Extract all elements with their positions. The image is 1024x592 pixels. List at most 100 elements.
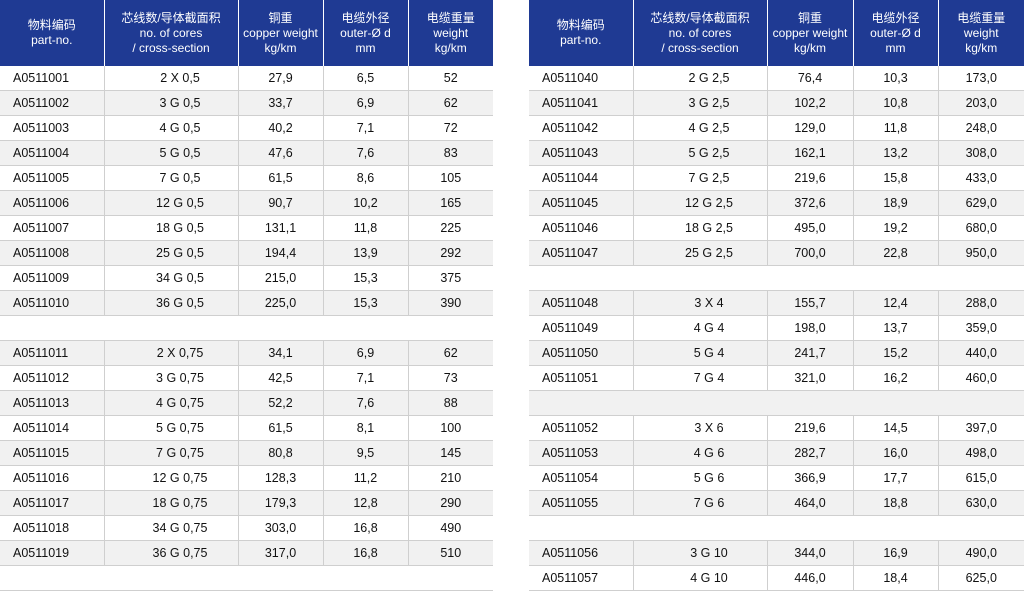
copper-weight-cell: 282,7	[767, 440, 854, 466]
copper-weight-cell: 76,4	[767, 66, 854, 91]
left-table: 物料编码 part-no. 芯线数/导体截面积 no. of cores / cross…	[0, 0, 493, 591]
right-table: 物料编码 part-no. 芯线数/导体截面积 no. of cores / cross…	[529, 0, 1024, 591]
header-label-zh: 铜重	[268, 10, 293, 25]
copper-weight-cell: 194,4	[238, 240, 324, 266]
spacer-row	[0, 315, 493, 341]
copper-weight-cell: 131,1	[238, 215, 324, 241]
cable-weight-cell: 460,0	[938, 365, 1024, 391]
cores-cross-section-cell: 4 G 0,75	[104, 390, 239, 416]
outer-diameter-cell: 11,8	[853, 115, 939, 141]
cores-cross-section-cell: 18 G 2,5	[633, 215, 768, 241]
copper-weight-cell: 241,7	[767, 340, 854, 366]
outer-diameter-cell: 14,5	[853, 415, 939, 441]
outer-diameter-cell: 15,3	[323, 265, 409, 291]
copper-weight-cell: 162,1	[767, 140, 854, 166]
cores-cross-section-header: 芯线数/导体截面积 no. of cores / cross-section	[633, 0, 768, 66]
cable-weight-cell: 83	[408, 140, 493, 166]
table-row: A0511056 3 G 10 344,0 16,9 490,0	[529, 540, 1024, 566]
spacer-cell	[529, 265, 1024, 291]
part-no-cell: A0511013	[0, 390, 105, 416]
cores-cross-section-cell: 3 G 2,5	[633, 90, 768, 116]
table-row: A0511047 25 G 2,5 700,0 22,8 950,0	[529, 240, 1024, 266]
outer-diameter-cell: 10,2	[323, 190, 409, 216]
cores-cross-section-cell: 3 G 0,75	[104, 365, 239, 391]
copper-weight-cell: 27,9	[238, 66, 324, 91]
header-label-en: / cross-section	[132, 40, 210, 55]
outer-diameter-cell: 18,4	[853, 565, 939, 591]
part-no-cell: A0511004	[0, 140, 105, 166]
copper-weight-cell: 128,3	[238, 465, 324, 491]
cores-cross-section-cell: 3 X 6	[633, 415, 768, 441]
cores-cross-section-cell: 7 G 6	[633, 490, 768, 516]
copper-weight-header: 铜重 copper weight kg/km	[767, 0, 854, 66]
outer-diameter-cell: 16,2	[853, 365, 939, 391]
part-no-cell: A0511048	[529, 290, 634, 316]
outer-diameter-cell: 16,0	[853, 440, 939, 466]
copper-weight-cell: 321,0	[767, 365, 854, 391]
table-row: A0511057 4 G 10 446,0 18,4 625,0	[529, 565, 1024, 591]
copper-weight-cell: 317,0	[238, 540, 324, 566]
copper-weight-cell: 102,2	[767, 90, 854, 116]
copper-weight-cell: 372,6	[767, 190, 854, 216]
header-label-zh: 电缆重量	[426, 10, 475, 25]
header-label-en: kg/km	[793, 40, 826, 55]
table-row: A0511011 2 X 0,75 34,1 6,9 62	[0, 340, 493, 366]
table-row: A0511008 25 G 0,5 194,4 13,9 292	[0, 240, 493, 266]
cores-cross-section-cell: 12 G 0,75	[104, 465, 239, 491]
header-label-zh: 电缆重量	[957, 10, 1006, 25]
part-no-cell: A0511054	[529, 465, 634, 491]
cores-cross-section-cell: 5 G 2,5	[633, 140, 768, 166]
table-row: A0511041 3 G 2,5 102,2 10,8 203,0	[529, 90, 1024, 116]
cable-weight-cell: 210	[408, 465, 493, 491]
cable-weight-cell: 105	[408, 165, 493, 191]
cable-weight-cell: 490	[408, 515, 493, 541]
outer-diameter-cell: 16,8	[323, 515, 409, 541]
part-no-cell: A0511055	[529, 490, 634, 516]
part-no-cell: A0511045	[529, 190, 634, 216]
table-row: A0511016 12 G 0,75 128,3 11,2 210	[0, 465, 493, 491]
outer-diameter-cell: 6,9	[323, 90, 409, 116]
cores-cross-section-cell: 36 G 0,75	[104, 540, 239, 566]
outer-diameter-cell: 15,3	[323, 290, 409, 316]
part-no-cell: A0511017	[0, 490, 105, 516]
copper-weight-cell: 219,6	[767, 165, 854, 191]
cable-weight-cell: 100	[408, 415, 493, 441]
header-label-en: part-no.	[560, 33, 602, 47]
table-row: A0511049 4 G 4 198,0 13,7 359,0	[529, 315, 1024, 341]
table-row: A0511043 5 G 2,5 162,1 13,2 308,0	[529, 140, 1024, 166]
part-no-cell: A0511046	[529, 215, 634, 241]
cores-cross-section-cell: 5 G 6	[633, 465, 768, 491]
part-no-cell: A0511005	[0, 165, 105, 191]
cores-cross-section-cell: 3 G 10	[633, 540, 768, 566]
part-no-cell: A0511015	[0, 440, 105, 466]
outer-diameter-header: 电缆外径 outer-Ø d mm	[853, 0, 939, 66]
outer-diameter-cell: 18,9	[853, 190, 939, 216]
table-row: A0511015 7 G 0,75 80,8 9,5 145	[0, 440, 493, 466]
outer-diameter-cell: 7,6	[323, 390, 409, 416]
part-no-cell: A0511056	[529, 540, 634, 566]
copper-weight-cell: 34,1	[238, 340, 324, 366]
cable-weight-cell: 625,0	[938, 565, 1024, 591]
cores-cross-section-cell: 18 G 0,75	[104, 490, 239, 516]
table-row: A0511017 18 G 0,75 179,3 12,8 290	[0, 490, 493, 516]
copper-weight-cell: 80,8	[238, 440, 324, 466]
cores-cross-section-cell: 4 G 0,5	[104, 115, 239, 141]
part-no-cell: A0511040	[529, 66, 634, 91]
header-label-zh: 物料编码	[27, 18, 76, 32]
cores-cross-section-cell: 7 G 2,5	[633, 165, 768, 191]
outer-diameter-cell: 13,2	[853, 140, 939, 166]
cable-weight-cell: 615,0	[938, 465, 1024, 491]
cable-weight-cell: 630,0	[938, 490, 1024, 516]
cores-cross-section-cell: 34 G 0,5	[104, 265, 239, 291]
cores-cross-section-cell: 4 G 6	[633, 440, 768, 466]
header-label-zh: 芯线数/导体截面积	[650, 10, 750, 25]
table-row: A0511055 7 G 6 464,0 18,8 630,0	[529, 490, 1024, 516]
copper-weight-cell: 495,0	[767, 215, 854, 241]
cores-cross-section-cell: 25 G 0,5	[104, 240, 239, 266]
spacer-row	[529, 515, 1024, 541]
table-row: A0511001 2 X 0,5 27,9 6,5 52	[0, 66, 493, 91]
copper-weight-cell: 303,0	[238, 515, 324, 541]
part-no-cell: A0511009	[0, 265, 105, 291]
part-no-cell: A0511047	[529, 240, 634, 266]
left-table-body: A0511001 2 X 0,5 27,9 6,5 52 A0511002 3 G 0,5 3…	[0, 66, 493, 591]
